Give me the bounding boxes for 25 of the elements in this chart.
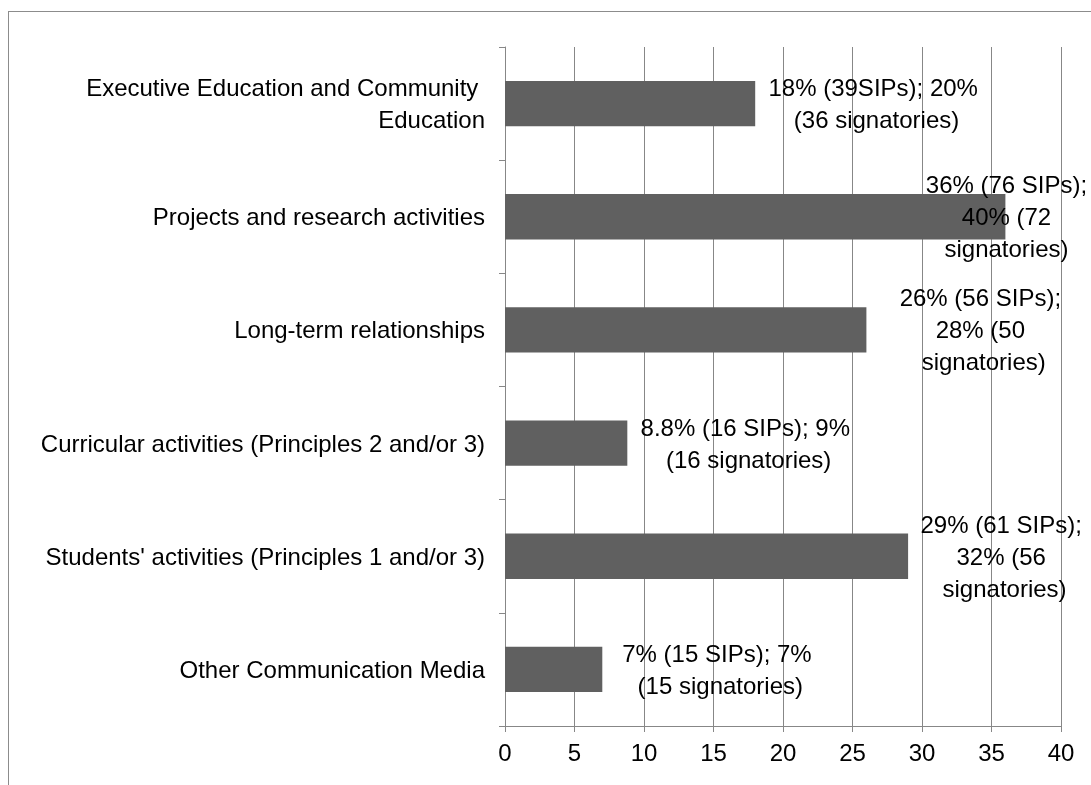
x-tick-label: 15 bbox=[700, 738, 727, 766]
x-tick-label: 5 bbox=[567, 738, 582, 766]
bar bbox=[505, 533, 909, 579]
y-tick-label: Students' activities (Principles 1 and/or 3) bbox=[45, 542, 485, 570]
y-tick-label: Long-term relationships bbox=[234, 316, 485, 344]
bar bbox=[505, 307, 867, 353]
bar bbox=[505, 646, 603, 693]
x-tick-label: 20 bbox=[769, 738, 797, 766]
y-tick-label: Projects and research activities bbox=[152, 203, 485, 231]
x-tick-label: 0 bbox=[498, 738, 512, 766]
x-tick-label: 25 bbox=[839, 738, 866, 766]
data-label: 26% (56 SIPs); 28% (50 signatories) bbox=[899, 284, 1068, 376]
x-tick-label: 10 bbox=[630, 738, 658, 766]
y-tick-label: Curricular activities (Principles 2 and/or 3) bbox=[40, 429, 485, 457]
data-label: 7% (15 SIPs); 7% (15 signatories) bbox=[622, 639, 819, 699]
x-tick-label: 35 bbox=[978, 738, 1005, 766]
bar bbox=[505, 420, 628, 466]
y-tick-label: Executive Education and Community Education bbox=[86, 74, 485, 134]
data-label: 8.8% (16 SIPs); 9% (16 signatories) bbox=[640, 413, 851, 473]
data-label: 29% (61 SIPs); 32% (56 signatories) bbox=[920, 510, 1089, 602]
y-tick-label: Other Communication Media bbox=[179, 655, 486, 683]
x-tick-label: 30 bbox=[908, 738, 936, 766]
bar bbox=[505, 80, 756, 127]
x-tick-label: 40 bbox=[1047, 738, 1075, 766]
data-label: 18% (39SIPs); 20% (36 signatories) bbox=[768, 74, 978, 134]
